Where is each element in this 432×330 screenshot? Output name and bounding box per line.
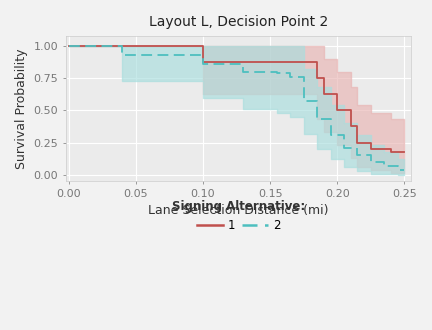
Legend: 1, 2: 1, 2 [167, 195, 310, 236]
Y-axis label: Survival Probability: Survival Probability [15, 48, 28, 169]
X-axis label: Lane Selection Distance (mi): Lane Selection Distance (mi) [148, 204, 329, 217]
Title: Layout L, Decision Point 2: Layout L, Decision Point 2 [149, 15, 328, 29]
